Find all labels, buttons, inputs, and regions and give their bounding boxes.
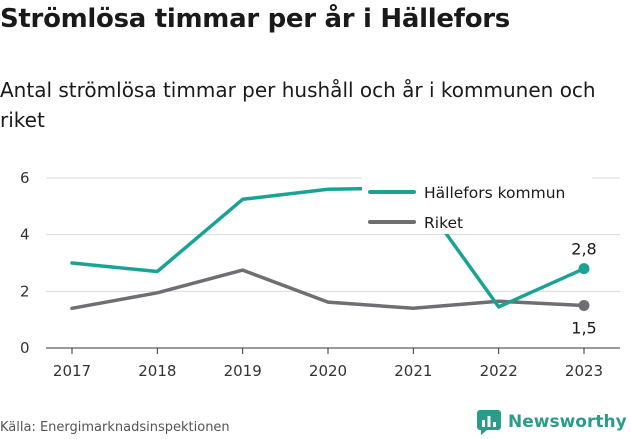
legend-label: Hällefors kommun (424, 184, 565, 202)
x-tick-label: 2020 (309, 362, 347, 380)
source-note: Källa: Energimarknadsinspektionen (0, 420, 230, 435)
line-chart: 0 2 4 6 2017 2018 2019 2020 2021 2022 2023 Hällefor… (20, 169, 620, 380)
y-tick-label: 6 (20, 169, 30, 187)
y-tick-label: 2 (20, 282, 30, 300)
end-value-label: 1,5 (571, 319, 596, 338)
legend-background (362, 172, 592, 234)
x-tick-label: 2017 (53, 362, 91, 380)
x-tick-label: 2023 (565, 362, 603, 380)
end-point (578, 300, 590, 311)
y-tick-label: 0 (20, 339, 30, 357)
series-line (70, 268, 586, 311)
end-point (578, 263, 590, 275)
newsworthy-logo-icon (477, 410, 501, 435)
x-tick-label: 2019 (224, 362, 262, 380)
end-value-label: 2,8 (571, 240, 596, 259)
x-tick-label: 2022 (480, 362, 518, 380)
x-tick-label: 2021 (394, 362, 432, 380)
y-tick-label: 4 (20, 226, 30, 244)
brand-name: Newsworthy (508, 412, 627, 432)
chart-subtitle: Antal strömlösa timmar per hushåll och å… (0, 78, 596, 132)
brand-logo: Newsworthy (476, 409, 627, 435)
series-line (70, 186, 586, 309)
legend-label: Riket (424, 214, 463, 232)
chart-title: Strömlösa timmar per år i Hällefors (0, 4, 510, 34)
x-tick-label: 2018 (138, 362, 176, 380)
